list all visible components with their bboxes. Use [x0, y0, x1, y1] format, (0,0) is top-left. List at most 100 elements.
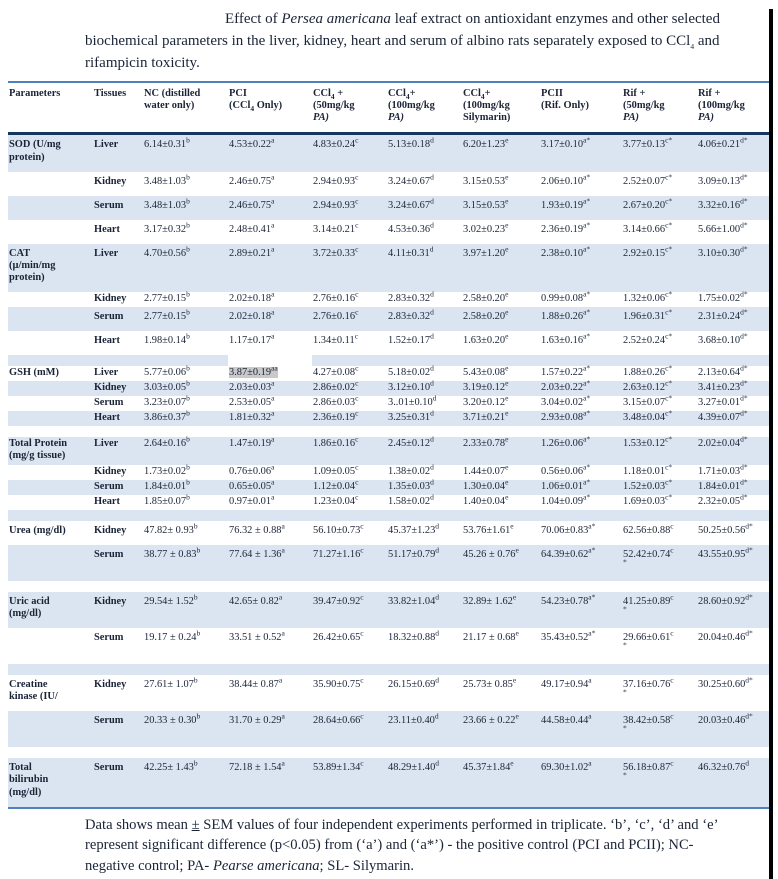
value-cell: 2.36±0.19a*: [541, 220, 591, 235]
tissue-label: Liver: [94, 438, 119, 450]
value-cell: 4.53±0.36d: [388, 220, 434, 235]
value-cell: 1.84±0.01d*: [698, 477, 748, 492]
table-row: Serum 38.77 ± 0.83b 77.64 ± 1.36a 71.27±1.1…: [8, 544, 770, 581]
table-caption: Effect of Persea americana leaf extract …: [85, 11, 720, 71]
tissue-label: Serum: [94, 199, 124, 211]
table-row: Kidney 1.73±0.02b 0.76±0.06a 1.09±0.05c 1.38…: [8, 462, 770, 480]
value-cell: 31.70 ± 0.29a: [229, 711, 285, 727]
value-cell: 2.02±0.04d*: [698, 434, 748, 450]
tissue-label: Serum: [94, 762, 124, 774]
value-cell: 2.83±0.32d: [388, 289, 434, 304]
value-cell: 62.56±0.88c: [623, 521, 674, 536]
results-table-wrap: Parameters Tissues NC (distilled water only…: [8, 81, 770, 809]
column-header: NC (distilled water only): [143, 81, 228, 136]
table-row: Kidney 3.48±1.03b 2.46±0.75a 2.94±0.93c 3.24…: [8, 172, 770, 196]
parameter-label: Uric acid (mg/dl): [9, 595, 50, 619]
value-cell: 1.53±0.12c*: [623, 434, 673, 450]
parameter-label: [8, 480, 93, 495]
value-cell: 2.31±0.24d*: [698, 307, 748, 322]
tissue-label: Kidney: [94, 292, 127, 304]
parameter-label: [8, 331, 93, 355]
parameter-label: [8, 172, 93, 196]
column-header: CCl4 + (50mg/kg PA): [312, 81, 387, 136]
value-cell: 28.64±0.66c: [313, 711, 364, 727]
value-cell: 33.82±1.04d: [388, 592, 440, 607]
tissue-label: Heart: [94, 495, 120, 507]
value-cell: 69.30±1.02a: [541, 758, 592, 774]
value-cell: 1.30±0.04e: [463, 477, 509, 492]
value-cell: 51.17±0.79d: [388, 545, 440, 560]
value-cell: 38.44± 0.87a: [229, 675, 283, 691]
value-cell: 18.32±0.88d: [388, 628, 440, 643]
value-cell: 1.06±0.01a*: [541, 477, 591, 492]
value-cell: 23.66 ± 0.22e: [463, 711, 519, 727]
tissue-label: Heart: [94, 412, 120, 424]
value-cell: 1.63±0.20e: [463, 331, 509, 347]
value-cell: 2.58±0.20e: [463, 289, 509, 304]
value-cell: 1.38±0.02d: [388, 462, 434, 477]
value-cell: 1.26±0.06a*: [541, 434, 591, 450]
table-body: SOD (U/mg protein) Liver 6.14±0.31b 4.53±0.2…: [8, 133, 770, 807]
parameter-label: Total Protein (mg/g tissue): [9, 438, 68, 462]
table-row: Serum 1.84±0.01b 0.65±0.05a 1.12±0.04c 1.35±…: [8, 477, 770, 495]
value-cell: 4.27±0.08c: [313, 363, 359, 379]
value-cell: 1.17±0.17a: [229, 331, 275, 347]
value-cell: 2.67±0.20c*: [623, 196, 673, 211]
value-cell: 2.94±0.93c: [313, 172, 359, 187]
value-cell: 42.65± 0.82a: [229, 592, 283, 607]
value-cell: 3.23±0.07b: [144, 393, 190, 409]
value-cell: 35.43±0.52a*: [541, 628, 596, 643]
spacer-row: [8, 426, 770, 437]
value-cell: 3.19±0.12e: [463, 378, 509, 394]
value-cell: 71.27±1.16c: [313, 545, 364, 560]
value-cell: 1.44±0.07e: [463, 462, 509, 477]
value-cell: 41.25±0.89c *: [623, 592, 674, 614]
value-cell: 3.17±0.10a*: [541, 135, 591, 151]
value-cell: 2.36±0.19c: [313, 408, 359, 424]
value-cell: 3.03±0.05b: [144, 378, 190, 394]
tissue-label: Serum: [94, 548, 124, 560]
parameter-label: Creatine kinase (IU/: [9, 679, 58, 703]
value-cell: 3.15±0.53e: [463, 196, 509, 211]
column-header: PCI (CCl4 Only): [228, 81, 312, 136]
value-cell: 1.63±0.16a*: [541, 331, 591, 347]
parameter-label: [8, 411, 93, 426]
value-cell: 77.64 ± 1.36a: [229, 545, 285, 560]
value-cell: 1.88±0.26c*: [623, 363, 673, 379]
value-cell: 49.17±0.94a: [541, 675, 592, 691]
value-cell: 2.76±0.16c: [313, 289, 359, 304]
value-cell: 3.15±0.07c*: [623, 393, 673, 409]
value-cell: 3.04±0.02a*: [541, 393, 591, 409]
value-cell: 3.25±0.31d: [388, 408, 434, 424]
parameter-label: [8, 396, 93, 411]
value-cell: 3.24±0.67d: [388, 172, 434, 187]
tissue-label: Liver: [94, 139, 119, 151]
results-table: Parameters Tissues NC (distilled water only…: [8, 81, 770, 807]
tissue-label: Serum: [94, 715, 124, 727]
parameter-label: [8, 292, 93, 307]
value-cell: 2.63±0.12c*: [623, 378, 673, 394]
value-cell: 38.77 ± 0.83b: [144, 545, 201, 560]
value-cell: 3.17±0.32b: [144, 220, 190, 235]
value-cell: 1.71±0.03d*: [698, 462, 748, 477]
value-cell: 32.89± 1.62e: [463, 592, 517, 607]
table-row: Total Protein (mg/g tissue) Liver 2.64±0.16…: [8, 434, 770, 465]
value-cell: 39.47±0.92c: [313, 592, 364, 607]
value-cell: 2.46±0.75a: [229, 196, 275, 211]
column-header: PCII (Rif. Only): [540, 81, 622, 136]
value-cell: 1.85±0.07b: [144, 492, 190, 507]
value-cell: 29.54± 1.52b: [144, 592, 198, 607]
table-row: Kidney 3.03±0.05b 2.03±0.03a 2.86±0.02c 3.12…: [8, 378, 770, 397]
value-cell: 72.18 ± 1.54a: [229, 758, 285, 774]
parameter-label: GSH (mM): [9, 367, 59, 379]
value-cell: 3.68±0.10d*: [698, 331, 748, 347]
spacer-cell: [8, 510, 770, 521]
value-cell: 2.06±0.10a*: [541, 172, 591, 187]
value-cell: 2.33±0.78e: [463, 434, 509, 450]
value-cell: 3.48±0.04c*: [623, 408, 673, 424]
value-cell: 2.52±0.07c*: [623, 172, 673, 187]
value-cell: 1.88±0.26a*: [541, 307, 591, 322]
value-cell: 1.73±0.02b: [144, 462, 190, 477]
value-cell: 3.41±0.23d*: [698, 378, 748, 394]
value-cell: 19.17 ± 0.24b: [144, 628, 201, 643]
